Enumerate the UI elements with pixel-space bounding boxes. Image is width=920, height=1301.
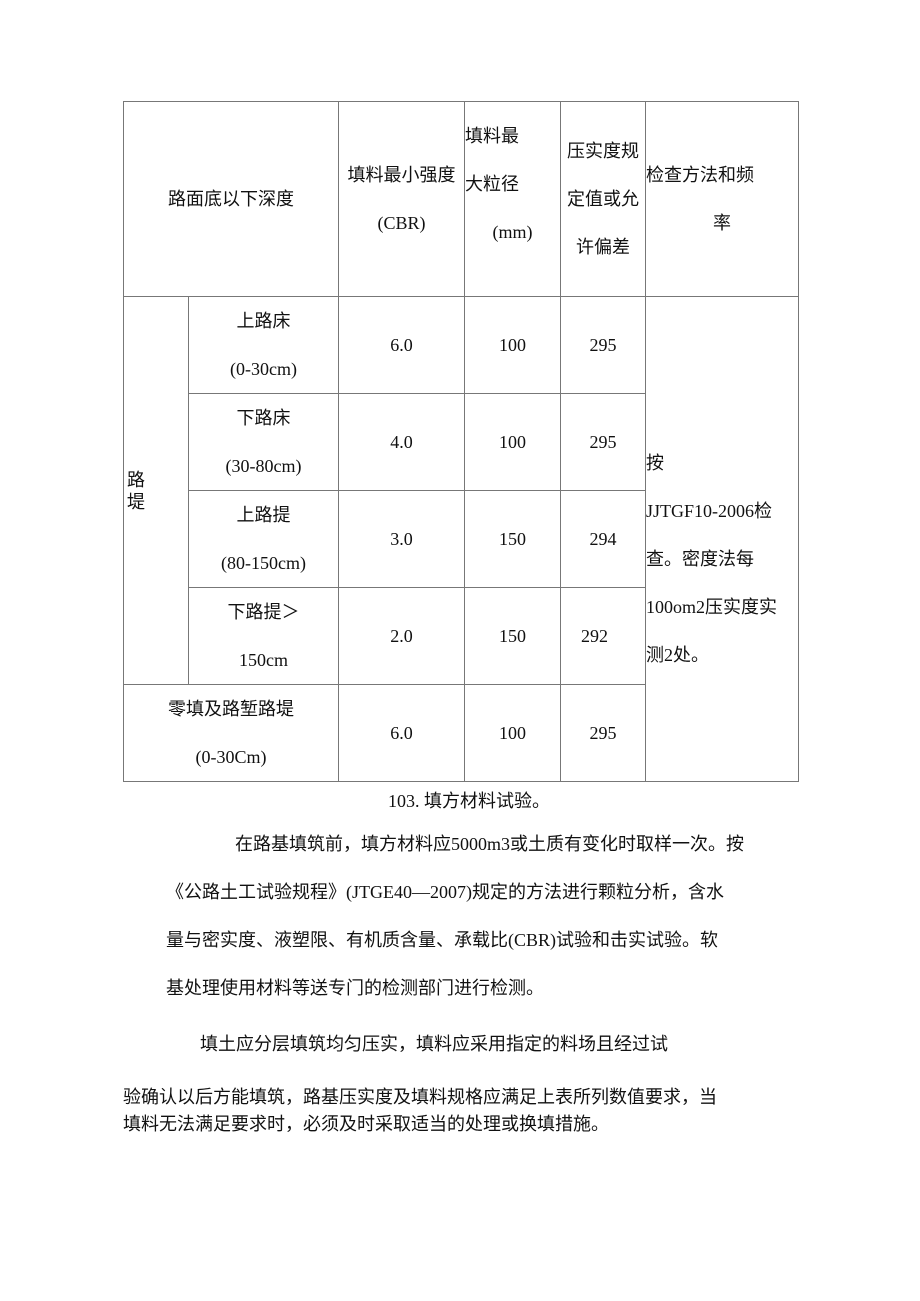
table-row: 零填及路堑路堤 (0-30Cm) 6.0 100 295 <box>123 684 799 782</box>
size-cell: 100 <box>464 296 561 394</box>
depth-cell: 上路提 (80-150cm) <box>188 490 339 588</box>
header-method: 检查方法和频率 <box>645 101 799 297</box>
paragraph-line: 填料无法满足要求时，必须及时采取适当的处理或换填措施。 <box>123 1114 609 1134</box>
size-cell: 100 <box>464 393 561 491</box>
section-title: 103. 填方材料试验。 <box>388 791 550 811</box>
cbr-cell: 4.0 <box>338 393 465 491</box>
cbr-cell: 6.0 <box>338 296 465 394</box>
cbr-cell: 2.0 <box>338 587 465 685</box>
compaction-cell: 295 <box>560 393 646 491</box>
header-row: 路面底以下深度 填料最小强度 (CBR) 填料最 大粒径 (mm) 压实度规 定值或允许… <box>123 101 799 297</box>
size-cell: 150 <box>464 490 561 588</box>
fill-requirements-table: 路面底以下深度 填料最小强度 (CBR) 填料最 大粒径 (mm) 压实度规 定值或允许… <box>123 101 799 782</box>
table-row: 上路提 (80-150cm) 3.0 150 294 <box>124 490 799 588</box>
depth-cell: 零填及路堑路堤 (0-30Cm) <box>123 684 339 782</box>
table-row: 路堤 上路床 (0-30cm) 6.0 100 295 按 JJTGF10-2006… <box>123 296 799 782</box>
group-label: 路堤 <box>123 296 189 685</box>
depth-cell: 下路床 (30-80cm) <box>188 393 339 491</box>
depth-cell: 下路提＞ 150cm <box>188 587 339 685</box>
header-compaction: 压实度规 定值或允 许偏差 <box>560 101 646 297</box>
paragraph-line: 《公路土工试验规程》(JTGE40—2007)规定的方法进行颗粒分析，含水 <box>166 882 724 902</box>
paragraph-line: 在路基填筑前，填方材料应5000m3或土质有变化时取样一次。按 <box>235 834 744 854</box>
depth-cell: 上路床 (0-30cm) <box>188 296 339 394</box>
cbr-cell: 3.0 <box>338 490 465 588</box>
header-cbr: 填料最小强度 (CBR) <box>338 101 465 297</box>
compaction-cell: 295 <box>560 684 646 782</box>
paragraph-line: 验确认以后方能填筑，路基压实度及填料规格应满足上表所列数值要求，当 <box>123 1087 717 1107</box>
header-size: 填料最 大粒径 (mm) <box>464 101 561 297</box>
cbr-cell: 6.0 <box>338 684 465 782</box>
header-depth: 路面底以下深度 <box>123 101 339 297</box>
size-cell: 100 <box>464 684 561 782</box>
paragraph-line: 基处理使用材料等送专门的检测部门进行检测。 <box>166 978 544 998</box>
paragraph-line: 量与密实度、液塑限、有机质含量、承载比(CBR)试验和击实试验。软 <box>166 930 719 950</box>
size-cell: 150 <box>464 587 561 685</box>
table-row: 下路床 (30-80cm) 4.0 100 295 <box>124 393 799 491</box>
method-cell: 按 JJTGF10-2006检 查。密度法每 100om2压实度实 测2处。 <box>645 296 799 782</box>
compaction-cell: 292 <box>560 587 646 685</box>
table-row: 下路提＞ 150cm 2.0 150 292 <box>124 587 799 685</box>
compaction-cell: 295 <box>560 296 646 394</box>
compaction-cell: 294 <box>560 490 646 588</box>
paragraph-line: 填土应分层填筑均匀压实，填料应采用指定的料场且经过试 <box>200 1034 668 1054</box>
